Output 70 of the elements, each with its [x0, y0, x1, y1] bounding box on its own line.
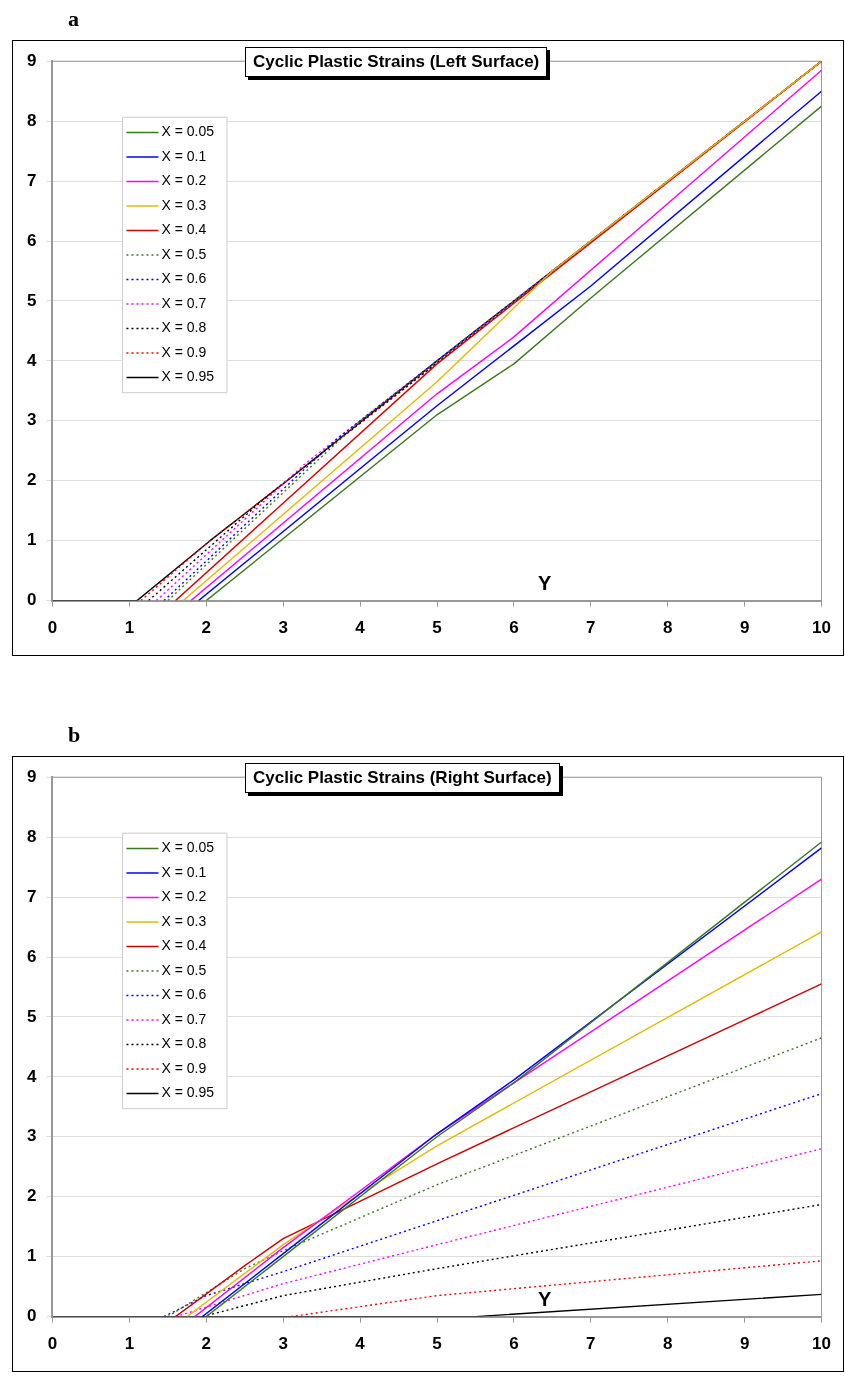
- y-tick-label: 6: [26, 946, 37, 966]
- y-tick-label: 2: [26, 470, 37, 490]
- x-tick-label: 7: [586, 1334, 596, 1354]
- x-tick-label: 8: [662, 618, 673, 638]
- legend-label: X = 0.95: [161, 368, 215, 385]
- y-tick-label: 6: [26, 230, 37, 250]
- x-tick-label: 1: [124, 1334, 135, 1354]
- x-tick-label: 0: [47, 618, 58, 638]
- x-axis-title: Y: [538, 572, 552, 595]
- legend-label: X = 0.8: [161, 319, 207, 336]
- y-tick-label: 5: [26, 290, 37, 310]
- y-tick-label: 5: [26, 1006, 37, 1026]
- legend-label: X = 0.6: [161, 986, 207, 1003]
- chart-title: Cyclic Plastic Strains (Right Surface): [245, 763, 560, 793]
- x-tick-label: 4: [355, 618, 366, 638]
- legend-label: X = 0.5: [161, 961, 207, 978]
- x-tick-label: 6: [509, 1334, 519, 1354]
- x-axis-title: Y: [538, 1288, 552, 1311]
- x-tick-label: 10: [812, 1334, 832, 1354]
- x-tick-label: 9: [739, 618, 750, 638]
- y-tick-label: 8: [26, 826, 37, 846]
- legend-label: X = 0.05: [161, 123, 215, 140]
- legend-label: X = 0.7: [161, 294, 207, 311]
- y-tick-label: 0: [26, 1306, 37, 1326]
- x-tick-label: 8: [662, 1334, 673, 1354]
- legend-label: X = 0.4: [161, 221, 207, 238]
- legend-label: X = 0.5: [161, 245, 207, 262]
- legend-label: X = 0.6: [161, 270, 207, 287]
- text: b: [67, 721, 82, 749]
- y-tick-label: 7: [26, 886, 37, 906]
- x-tick-label: 4: [355, 1334, 366, 1354]
- legend-label: X = 0.9: [161, 343, 207, 360]
- text: a: [67, 5, 80, 33]
- chart-title: Cyclic Plastic Strains (Left Surface): [245, 47, 548, 77]
- legend-label: X = 0.1: [161, 147, 207, 164]
- x-tick-label: 5: [432, 1334, 442, 1354]
- y-tick-label: 9: [26, 50, 37, 70]
- legend-label: X = 0.95: [161, 1084, 215, 1101]
- legend-label: X = 0.9: [161, 1059, 207, 1076]
- legend-label: X = 0.8: [161, 1035, 207, 1052]
- x-tick-label: 7: [586, 618, 596, 638]
- y-tick-label: 8: [26, 110, 37, 130]
- x-tick-label: 2: [201, 618, 212, 638]
- y-tick-label: 1: [26, 1246, 37, 1266]
- y-tick-label: 2: [26, 1186, 37, 1206]
- x-tick-label: 10: [812, 618, 832, 638]
- y-tick-label: 4: [26, 1066, 37, 1086]
- legend-label: X = 0.1: [161, 863, 207, 880]
- x-tick-label: 9: [739, 1334, 750, 1354]
- legend-label: X = 0.05: [161, 839, 215, 856]
- x-tick-label: 6: [509, 618, 519, 638]
- y-tick-label: 9: [26, 766, 37, 786]
- y-tick-label: 7: [26, 170, 37, 190]
- legend-label: X = 0.2: [161, 888, 207, 905]
- x-tick-label: 3: [278, 1334, 288, 1354]
- y-tick-label: 1: [26, 530, 37, 550]
- legend-label: X = 0.4: [161, 937, 207, 954]
- legend-label: X = 0.3: [161, 912, 207, 929]
- legend-label: X = 0.2: [161, 172, 207, 189]
- x-tick-label: 1: [124, 618, 135, 638]
- y-tick-label: 4: [26, 350, 37, 370]
- y-tick-label: 3: [26, 1126, 37, 1146]
- x-tick-label: 2: [201, 1334, 212, 1354]
- x-tick-label: 0: [47, 1334, 58, 1354]
- x-tick-label: 5: [432, 618, 442, 638]
- x-tick-label: 3: [278, 618, 288, 638]
- y-tick-label: 0: [26, 590, 37, 610]
- y-tick-label: 3: [26, 410, 37, 430]
- legend-label: X = 0.3: [161, 196, 207, 213]
- legend-label: X = 0.7: [161, 1010, 207, 1027]
